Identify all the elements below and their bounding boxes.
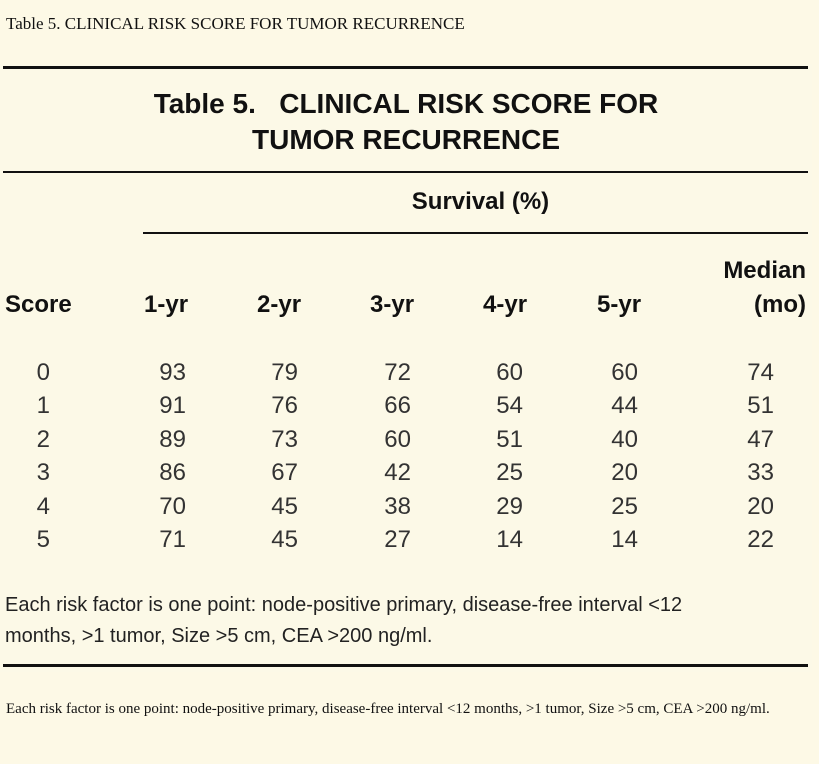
header-3yr: 3-yr — [370, 291, 415, 318]
cell-2yr-row-1: 76 — [271, 392, 298, 420]
cell-4yr-row-4: 29 — [496, 492, 523, 520]
cell-score-row-4: 4 — [36, 492, 50, 520]
cell-3yr-row-5: 27 — [384, 526, 411, 553]
cell-1yr-row-0: 93 — [159, 359, 186, 386]
cell-score-row-5: 5 — [36, 526, 50, 553]
cell-score-row-2: 2 — [36, 425, 50, 453]
cell-3yr-row-0: 72 — [384, 359, 411, 386]
cell-1yr-row-2: 89 — [159, 425, 186, 453]
cell-3yr-row-1: 66 — [384, 392, 411, 420]
cell-2yr-row-0: 79 — [271, 359, 298, 386]
header-4yr: 4-yr — [483, 291, 528, 318]
cell-1yr-row-5: 71 — [159, 526, 186, 553]
cell-4yr-row-3: 25 — [496, 459, 523, 487]
cell-score-row-0: 0 — [36, 359, 50, 386]
cell-4yr-row-0: 60 — [496, 359, 523, 386]
cell-4yr-row-5: 14 — [496, 526, 523, 553]
survival-span-header: Survival (%) — [411, 188, 550, 215]
cell-2yr-row-4: 45 — [271, 492, 298, 520]
cell-5yr-row-3: 20 — [611, 459, 638, 487]
cell-2yr-row-3: 67 — [271, 459, 298, 487]
cell-1yr-row-3: 86 — [159, 459, 186, 487]
header-2yr: 2-yr — [257, 291, 302, 318]
table-caption: Table 5. CLINICAL RISK SCORE FOR TUMOR R… — [6, 14, 465, 33]
cell-5yr-row-1: 44 — [611, 392, 638, 420]
cell-score-row-3: 3 — [36, 459, 50, 487]
cell-3yr-row-3: 42 — [384, 459, 411, 487]
cell-5yr-row-4: 25 — [611, 492, 638, 520]
table-title: Table 5. CLINICAL RISK SCORE FOR TUMOR R… — [40, 86, 772, 158]
cell-median-row-3: 33 — [747, 459, 774, 487]
cell-score-row-1: 1 — [36, 392, 50, 420]
table-title-line-1: Table 5. CLINICAL RISK SCORE FOR — [153, 88, 659, 119]
header-5yr: 5-yr — [597, 291, 642, 318]
table-footnote-line-2: months, >1 tumor, Size >5 cm, CEA >200 n… — [5, 625, 433, 647]
bottom-rule — [3, 664, 808, 667]
cell-3yr-row-2: 60 — [384, 425, 411, 453]
header-median-line-1: Median — [723, 257, 806, 284]
cell-2yr-row-2: 73 — [271, 425, 298, 453]
cell-median-row-4: 20 — [747, 492, 774, 520]
top-rule — [3, 66, 808, 69]
cell-1yr-row-1: 91 — [159, 392, 186, 420]
table-footnote: Each risk factor is one point: node-posi… — [5, 590, 804, 652]
header-median-line-2: (mo) — [754, 291, 806, 318]
cell-2yr-row-5: 45 — [271, 526, 298, 553]
cell-4yr-row-1: 54 — [496, 392, 523, 420]
cell-median-row-0: 74 — [747, 359, 774, 386]
cell-5yr-row-0: 60 — [611, 359, 638, 386]
survival-span-rule — [143, 232, 808, 234]
cell-median-row-5: 22 — [747, 526, 774, 553]
table-figure: Table 5. CLINICAL RISK SCORE FOR TUMOR R… — [0, 64, 812, 672]
cell-5yr-row-5: 14 — [611, 526, 638, 553]
header-score: Score — [5, 291, 72, 318]
cell-median-row-2: 47 — [747, 425, 774, 453]
cell-4yr-row-2: 51 — [496, 425, 523, 453]
cell-5yr-row-2: 40 — [611, 425, 638, 453]
cell-1yr-row-4: 70 — [159, 492, 186, 520]
cell-median-row-1: 51 — [747, 392, 774, 420]
header-1yr: 1-yr — [144, 291, 189, 318]
table-footnote-line-1: Each risk factor is one point: node-posi… — [5, 594, 683, 616]
table-title-line-2: TUMOR RECURRENCE — [252, 124, 560, 155]
title-rule — [3, 171, 808, 173]
footnote-text: Each risk factor is one point: node-posi… — [6, 701, 770, 717]
cell-3yr-row-4: 38 — [384, 492, 411, 520]
